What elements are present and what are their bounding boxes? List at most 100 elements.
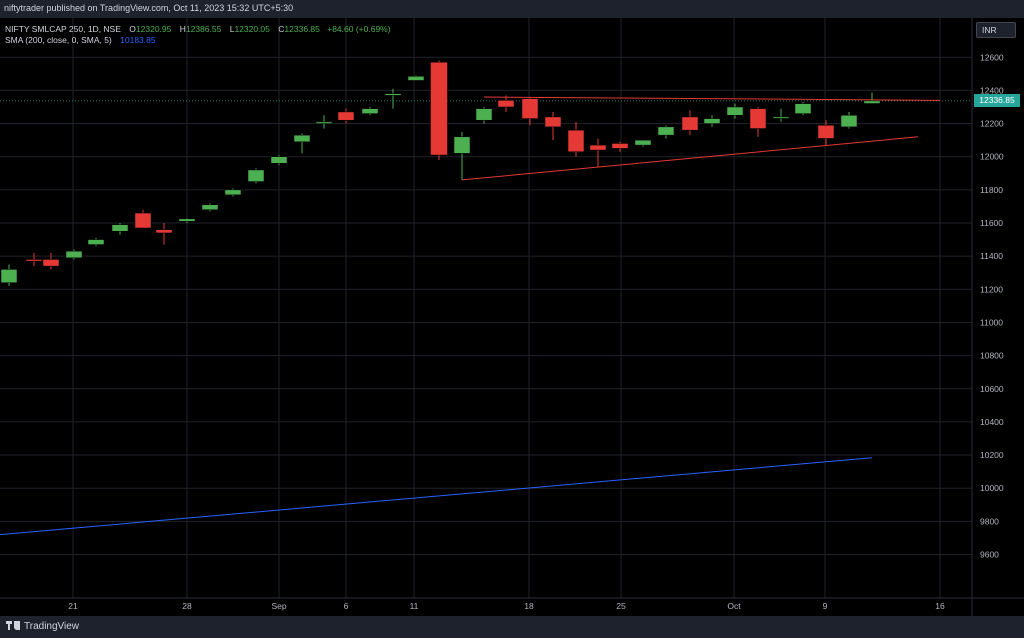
time-tick-label: Oct [727,601,741,611]
candle [315,115,333,129]
candle [0,264,18,286]
candle-series [0,60,881,286]
candle-body [0,269,18,283]
low-label: L [229,24,235,34]
candle-body [794,103,812,114]
candle [65,249,83,260]
price-chart[interactable]: 9600 9800 10000 10200 10400 10600 10800 11000 11… [0,18,1024,616]
candle-body [611,143,629,149]
chart-legend: NIFTY SMLCAP 250, 1D, NSE O12320.95 H123… [5,24,391,46]
price-tick-label: 11600 [980,218,1003,228]
price-tick-label: 12600 [980,52,1004,62]
high-label: H [179,24,186,34]
candle-body [178,218,196,222]
price-tick-label: 10600 [980,384,1004,394]
price-tick-label: 11000 [980,317,1003,327]
tradingview-logo[interactable]: TradingView [6,621,79,632]
trendlines [461,96,941,181]
price-tick-label: 9600 [980,550,999,560]
candle [407,75,425,81]
candle-body [155,229,173,234]
candle [224,188,242,197]
candle [475,106,493,124]
candle [497,95,515,112]
candle-body [453,136,471,154]
candle [361,106,379,116]
candle [270,155,288,165]
candle-body [270,156,288,164]
candle-body [521,98,539,119]
chart-grid [0,18,972,598]
candle [703,115,721,127]
chart-area[interactable]: 9600 9800 10000 10200 10400 10600 10800 11000 11… [0,18,1024,616]
price-tick-label: 10800 [980,351,1004,361]
candle-body [567,129,585,152]
candle [611,141,629,152]
candle-body [430,61,448,156]
time-axis-labels: 21 28 Sep 6 11 18 25 Oct 9 16 [68,601,945,611]
candle [794,102,812,116]
candle-body [134,212,152,229]
price-tick-label: 10200 [980,450,1004,460]
candle [25,252,43,267]
candle [589,138,607,167]
candle-body [42,259,60,267]
time-tick-label: 21 [68,601,78,611]
footer-bar: TradingView [0,616,1024,638]
candle [817,120,835,146]
candle-body [87,239,105,245]
candle-body [337,111,355,121]
candle [293,133,311,154]
price-tick-label: 10000 [980,483,1004,493]
time-tick-label: 28 [182,601,192,611]
price-tick-label: 11200 [980,284,1003,294]
high-value: 12386.55 [185,24,222,34]
candle [201,203,219,212]
price-tick-label: 11400 [980,251,1003,261]
low-value: 12320.05 [234,24,270,34]
candle-body [247,169,265,182]
candle-body [863,100,881,104]
sma-legend-row[interactable]: SMA (200, close, 0, SMA, 5) 10183.85 [5,35,391,46]
candle-body [65,250,83,259]
open-label: O [129,24,136,34]
support-trendline [461,136,919,181]
candle [544,111,562,141]
candle [749,106,767,137]
symbol-legend-row[interactable]: NIFTY SMLCAP 250, 1D, NSE O12320.95 H123… [5,24,391,35]
time-tick-label: 16 [935,601,945,611]
candle-body [657,126,675,136]
candle [634,139,652,147]
last-price-tag: 12336.85 [974,94,1020,108]
candle-body [293,134,311,143]
candle [840,111,858,129]
candle-body [772,116,790,119]
candle [863,92,881,104]
candle [726,103,744,119]
price-axis-labels: 9600 9800 10000 10200 10400 10600 10800 11000 11… [980,52,1004,559]
candle [134,209,152,229]
candle-body [681,116,699,131]
candle-body [384,93,402,96]
candle [87,237,105,247]
candle-body [817,124,835,139]
candle [453,131,471,180]
symbol-label: NIFTY SMLCAP 250, 1D, NSE [5,24,121,34]
candle [155,223,173,245]
resistance-trendline [483,96,941,101]
candle [772,108,790,122]
publish-info: niftytrader published on TradingView.com… [4,3,294,13]
candle-body [634,139,652,146]
price-tick-label: 12200 [980,119,1004,129]
currency-button[interactable]: INR [976,22,1016,38]
candle [567,121,585,157]
time-tick-label: 9 [823,601,828,611]
candle-body [703,118,721,124]
candle [521,97,539,126]
price-tick-label: 11800 [980,185,1003,195]
candle [681,110,699,136]
time-tick-label: Sep [271,601,286,611]
tradingview-logo-icon [6,621,20,630]
sma-label: SMA (200, close, 0, SMA, 5) [5,35,112,45]
sma-line [0,457,873,536]
